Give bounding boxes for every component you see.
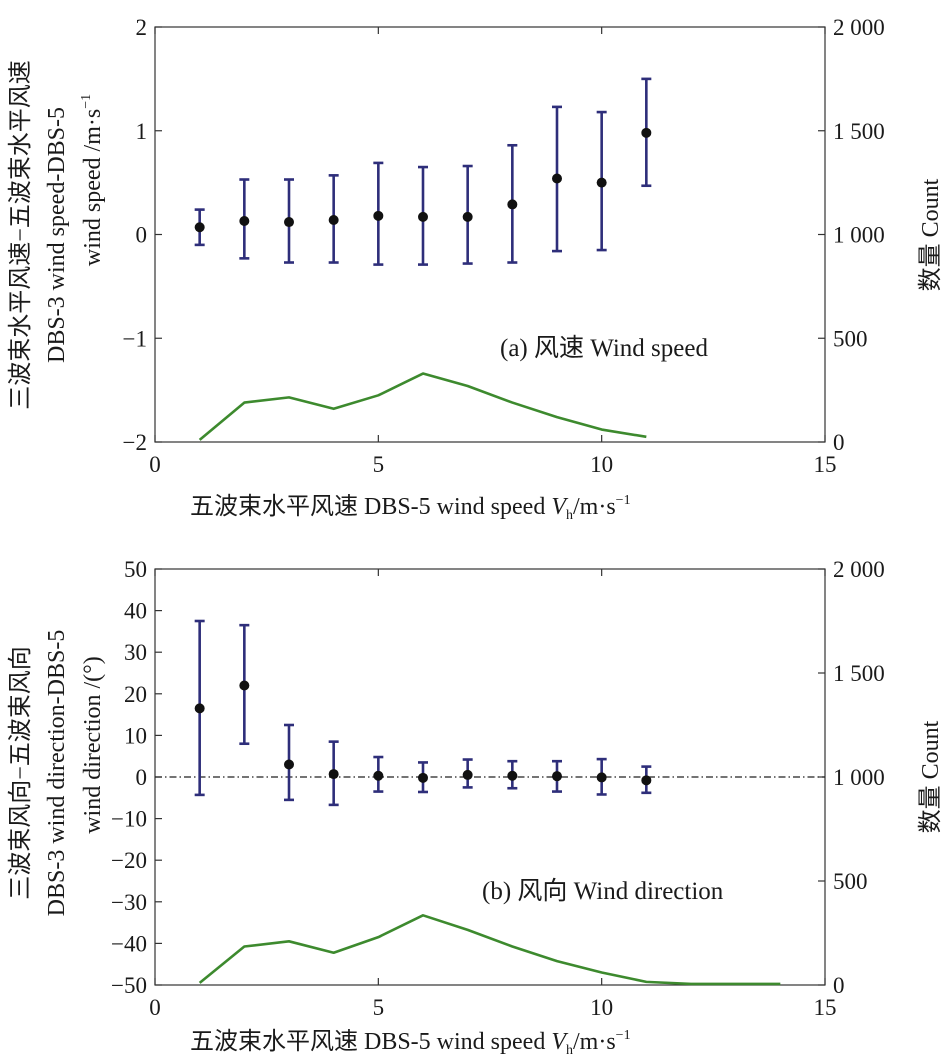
- count-series: [198, 372, 647, 441]
- y-tick-label: −50: [111, 973, 147, 998]
- y-tick-label: 50: [124, 557, 147, 582]
- x-tick-label: 0: [149, 995, 161, 1020]
- mean-point: [552, 771, 562, 782]
- x-label-sup: −1: [616, 493, 631, 508]
- x-label-sub: h: [566, 508, 573, 523]
- y-tick-label: 10: [124, 723, 147, 748]
- x-tick-label: 0: [149, 452, 161, 477]
- count-series: [198, 914, 781, 986]
- x-label-main: 五波束水平风速 DBS-5 wind speed: [190, 1028, 551, 1055]
- y-right-tick-label: 2 000: [833, 557, 885, 582]
- mean-point: [462, 769, 473, 780]
- x-label-var: V: [551, 494, 568, 520]
- plot-frame: [154, 26, 826, 443]
- panel-wind-direction: 0 5 10 15 −50 −40 −30 −20 −10 0 10 20 30 40 50 0 500 1 …: [7, 557, 942, 1058]
- x-tick-label: 15: [814, 452, 837, 477]
- y-tick-label: 1: [136, 119, 148, 144]
- y-left-label-line3: wind speed /m·s−1: [79, 94, 106, 266]
- x-axis-label: 五波束水平风速 DBS-5 wind speed Vh/m·s−1: [190, 493, 631, 523]
- panel-wind-speed: 0 5 10 15 −2 −1 0 1 2 0 500 1 000 1 500 2 000 (a) 风…: [7, 15, 942, 523]
- mean-point: [641, 775, 652, 786]
- y-right-tick-label: 1 000: [833, 223, 885, 248]
- y-tick-label: 40: [124, 599, 147, 624]
- mean-point: [194, 222, 205, 233]
- x-label-sup: −1: [616, 1028, 631, 1043]
- x-tick-label: 15: [814, 995, 837, 1020]
- mean-point: [328, 769, 339, 780]
- x-label-var: V: [551, 1029, 568, 1055]
- y-left-label-line1: 三波束水平风速−五波束水平风速: [7, 60, 34, 410]
- x-axis-label: 五波束水平风速 DBS-5 wind speed Vh/m·s−1: [190, 1028, 631, 1058]
- x-tick-labels: 0 5 10 15: [149, 569, 837, 1020]
- mean-point: [328, 214, 339, 225]
- y-tick-label: 30: [124, 640, 147, 665]
- y-left-label-sup: −1: [79, 94, 94, 109]
- y-right-tick-label: 1 000: [833, 765, 885, 790]
- y-tick-label: 2: [136, 15, 148, 40]
- mean-point: [596, 772, 607, 783]
- x-label-unit: /m·s: [573, 494, 616, 520]
- y-tick-labels: −2 −1 0 1 2: [123, 15, 162, 455]
- x-label-sub: h: [566, 1043, 573, 1058]
- y-left-label-line3: wind direction /(°): [80, 656, 106, 834]
- mean-point: [194, 703, 205, 714]
- mean-point: [507, 770, 518, 781]
- x-tick-label: 5: [373, 995, 385, 1020]
- errorbar-series: [194, 619, 652, 807]
- mean-point: [552, 173, 562, 184]
- y-left-label-line2: DBS-3 wind speed-DBS-5: [44, 107, 70, 363]
- y-tick-label: −20: [111, 848, 147, 873]
- count-line: [198, 372, 647, 441]
- x-label-unit: /m·s: [573, 1029, 616, 1055]
- errorbar-series: [194, 77, 652, 266]
- y-right-tick-label: 500: [833, 326, 868, 351]
- y-tick-label: −2: [123, 430, 147, 455]
- y-left-label-line2: DBS-3 wind direction-DBS-5: [44, 630, 70, 917]
- y-tick-label: 20: [124, 682, 147, 707]
- mean-point: [239, 216, 250, 227]
- y-tick-label: −40: [111, 931, 147, 956]
- mean-point: [418, 211, 428, 222]
- y-tick-label: −30: [111, 890, 147, 915]
- y-left-label-line1: 三波束风向−五波束风向: [7, 646, 34, 900]
- y-right-tick-label: 2 000: [833, 15, 885, 40]
- mean-point: [373, 770, 384, 781]
- mean-point: [596, 177, 607, 188]
- y-left-label-line3-text: wind speed /m·s: [80, 109, 106, 266]
- y-right-tick-label: 1 500: [833, 661, 885, 686]
- y-right-tick-label: 0: [833, 973, 845, 998]
- y-tick-label: 0: [136, 765, 148, 790]
- x-tick-label: 5: [373, 452, 385, 477]
- x-tick-labels: 0 5 10 15: [149, 27, 837, 477]
- panel-label: (a) 风速 Wind speed: [500, 334, 708, 362]
- y-right-tick-label: 500: [833, 869, 868, 894]
- count-line: [198, 914, 781, 986]
- y-right-tick-label: 1 500: [833, 119, 885, 144]
- mean-point: [418, 772, 428, 783]
- mean-point: [373, 210, 384, 221]
- y-right-tick-label: 0: [833, 430, 845, 455]
- y-right-label: 数量 Count: [917, 178, 942, 291]
- y-tick-label: −10: [111, 807, 147, 832]
- y-tick-label: −1: [123, 326, 147, 351]
- mean-point: [641, 127, 652, 138]
- mean-point: [239, 680, 250, 691]
- mean-point: [284, 759, 294, 770]
- y-right-tick-labels: 0 500 1 000 1 500 2 000: [818, 557, 885, 998]
- y-right-tick-labels: 0 500 1 000 1 500 2 000: [818, 15, 885, 455]
- mean-point: [462, 211, 473, 222]
- y-tick-label: 0: [136, 223, 148, 248]
- mean-point: [507, 199, 518, 210]
- mean-point: [284, 217, 294, 228]
- x-tick-label: 10: [590, 995, 613, 1020]
- x-label-main: 五波束水平风速 DBS-5 wind speed: [190, 493, 551, 520]
- x-tick-label: 10: [590, 452, 613, 477]
- panel-label: (b) 风向 Wind direction: [482, 877, 724, 905]
- y-right-label: 数量 Count: [917, 720, 942, 833]
- y-tick-labels: −50 −40 −30 −20 −10 0 10 20 30 40 50: [111, 557, 162, 998]
